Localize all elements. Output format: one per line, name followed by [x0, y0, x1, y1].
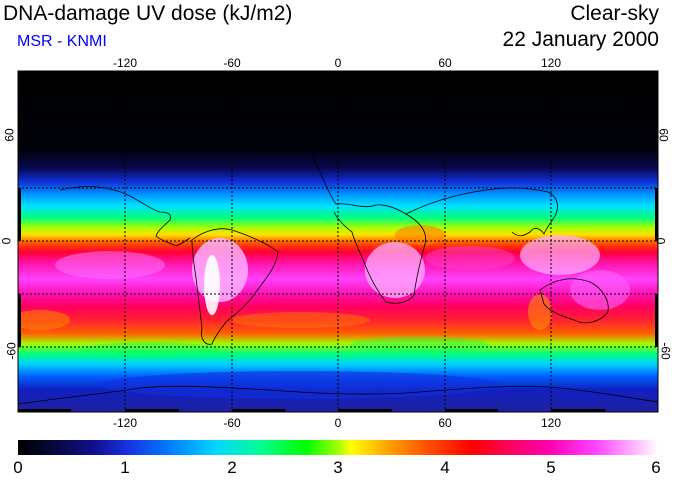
lat-label-left: -60 [4, 342, 19, 360]
coast-north-america [59, 186, 191, 247]
coast-south-america [191, 228, 279, 345]
lon-label-top: 0 [334, 56, 342, 70]
colorbar-label: 3 [333, 458, 343, 477]
colorbar-label: 4 [440, 458, 450, 477]
coast-europe-africa [309, 149, 427, 304]
lon-label-bottom: 60 [438, 416, 452, 430]
lon-label-top: 120 [540, 56, 562, 70]
map-frame [17, 70, 659, 413]
lon-label-bottom: 120 [540, 416, 562, 430]
lat-label-right: -60 [658, 342, 673, 360]
coastlines [17, 149, 659, 405]
lat-label-left: 60 [2, 128, 17, 142]
lon-label-top: -60 [223, 56, 241, 70]
lat-label-right: 0 [653, 237, 668, 245]
colorbar-label: 2 [227, 458, 237, 477]
map-title: DNA-damage UV dose (kJ/m2) [3, 2, 293, 25]
colorbar-label: 0 [13, 458, 23, 477]
colorbar-label: 6 [651, 458, 661, 477]
lon-label-bottom: -120 [112, 416, 138, 430]
lat-label-right: 60 [656, 128, 671, 142]
coast-australia [539, 278, 609, 324]
coast-asia [405, 187, 558, 237]
colorbar-label: 1 [120, 458, 130, 477]
lat-label-left: 0 [0, 237, 14, 245]
map-source: MSR - KNMI [17, 33, 107, 50]
sky-condition: Clear-sky [570, 2, 659, 25]
graticule [18, 71, 658, 412]
lon-label-bottom: -60 [223, 416, 241, 430]
dose-anomalies [18, 225, 630, 399]
lon-label-top: -120 [112, 56, 138, 70]
colorbar-label: 5 [546, 458, 556, 477]
coast-antarctica [17, 385, 659, 405]
lon-label-top: 60 [438, 56, 452, 70]
map-date: 22 January 2000 [502, 28, 659, 51]
lon-label-bottom: 0 [334, 416, 342, 430]
color-scale-bar [18, 440, 658, 455]
